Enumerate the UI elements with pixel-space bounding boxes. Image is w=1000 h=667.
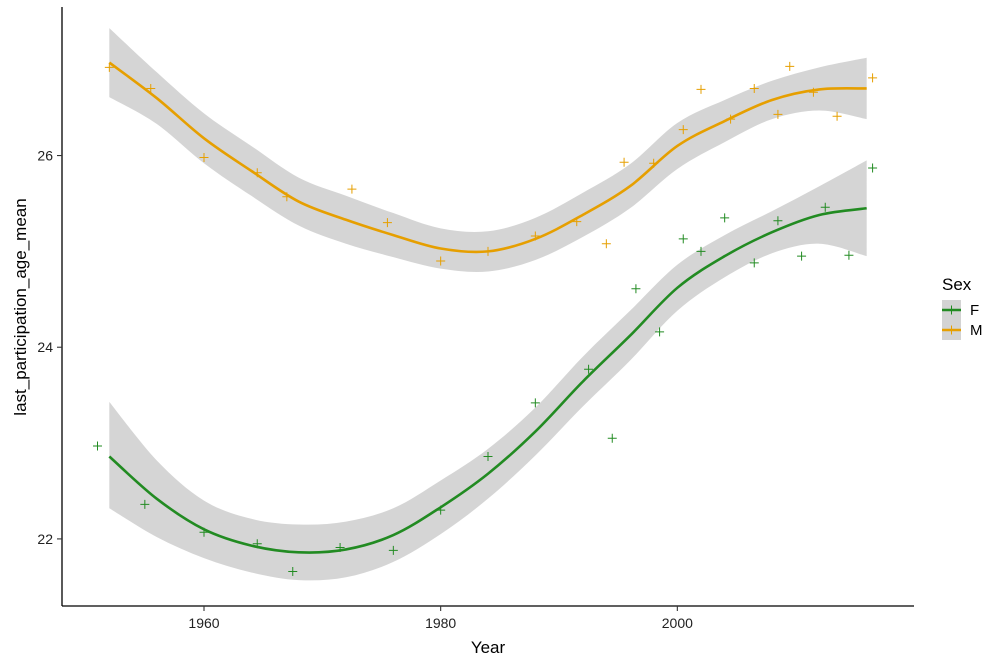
point-m bbox=[773, 109, 783, 119]
legend-label-f: F bbox=[970, 302, 979, 319]
point-m bbox=[347, 184, 357, 194]
legend-key-marker bbox=[947, 305, 956, 315]
point-f bbox=[607, 433, 617, 443]
y-tick-label: 22 bbox=[37, 531, 53, 547]
point-f bbox=[530, 398, 540, 408]
point-m bbox=[619, 157, 629, 167]
x-tick-label: 1980 bbox=[425, 615, 456, 631]
bands-layer bbox=[109, 28, 867, 581]
point-m bbox=[649, 158, 659, 168]
legend-item-m: M bbox=[942, 320, 983, 340]
point-f bbox=[797, 251, 807, 261]
point-f bbox=[483, 451, 493, 461]
confidence-band-f bbox=[109, 160, 867, 581]
point-f bbox=[335, 543, 345, 553]
point-m bbox=[678, 125, 688, 135]
legend-key-marker bbox=[947, 325, 956, 335]
point-f bbox=[199, 527, 209, 537]
point-f bbox=[93, 441, 102, 451]
point-m bbox=[785, 61, 795, 71]
point-m bbox=[530, 231, 540, 241]
point-m bbox=[199, 152, 209, 162]
point-f bbox=[252, 539, 262, 549]
point-m bbox=[572, 217, 582, 227]
point-m bbox=[483, 246, 493, 256]
point-f bbox=[436, 505, 446, 515]
point-f bbox=[140, 499, 150, 509]
smooth-line-f bbox=[108, 206, 867, 554]
point-m bbox=[282, 192, 292, 202]
point-m bbox=[868, 73, 878, 83]
legend-item-f: F bbox=[942, 300, 979, 320]
point-f bbox=[696, 246, 706, 256]
point-m bbox=[601, 239, 611, 249]
point-m bbox=[749, 83, 759, 93]
y-tick-label: 26 bbox=[37, 148, 53, 164]
point-m bbox=[436, 256, 446, 266]
point-f bbox=[678, 234, 688, 244]
points-layer bbox=[93, 61, 878, 576]
legend: Sex FM bbox=[942, 275, 983, 340]
point-f bbox=[720, 213, 730, 223]
ticks-layer: 1960 1980 2000 22 24 26 bbox=[37, 148, 693, 631]
point-f bbox=[773, 216, 783, 226]
point-f bbox=[655, 327, 665, 337]
x-axis-title: Year bbox=[471, 638, 506, 657]
y-tick-label: 24 bbox=[37, 339, 53, 355]
point-f bbox=[844, 250, 854, 260]
y-axis-title: last_participation_age_mean bbox=[11, 198, 30, 415]
point-m bbox=[146, 83, 156, 93]
point-f bbox=[820, 202, 830, 212]
point-m bbox=[696, 84, 706, 94]
x-tick-label: 1960 bbox=[188, 615, 219, 631]
point-m bbox=[252, 168, 262, 178]
point-f bbox=[288, 566, 298, 576]
point-f bbox=[749, 258, 759, 268]
legend-label-m: M bbox=[970, 322, 983, 339]
legend-title: Sex bbox=[942, 275, 972, 294]
point-m bbox=[808, 87, 818, 97]
point-m bbox=[726, 114, 736, 124]
point-m bbox=[832, 111, 842, 121]
x-tick-label: 2000 bbox=[662, 615, 693, 631]
point-m bbox=[382, 218, 392, 228]
point-m bbox=[104, 62, 114, 72]
point-f bbox=[868, 163, 878, 173]
confidence-band-m bbox=[109, 28, 867, 273]
point-f bbox=[631, 284, 641, 294]
point-f bbox=[388, 545, 398, 555]
point-f bbox=[584, 364, 594, 374]
